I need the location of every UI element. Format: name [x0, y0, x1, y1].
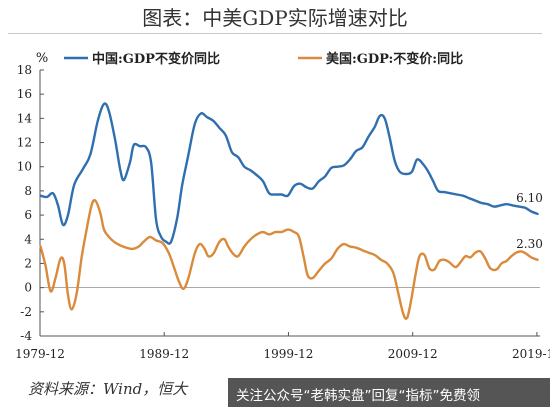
- chart-title: 图表：中美GDP实际增速对比: [142, 6, 408, 30]
- series-end-label: 2.30: [516, 237, 543, 251]
- x-tick-label: 2009-12: [388, 347, 438, 361]
- y-tick-label: 2: [24, 256, 32, 270]
- y-tick-label: 10: [17, 160, 32, 174]
- line-chart: -4 -2 0 2 4 6 8 10 12 14 16 18% 1979-12 1989-12 1999-1…: [15, 51, 550, 361]
- watermark-bar: [228, 378, 550, 407]
- series-line-1: [39, 198, 539, 320]
- series-end-label: 6.10: [516, 191, 543, 205]
- axes: -4 -2 0 2 4 6 8 10 12 14 16 18% 1979-12 1989-12 1999-1…: [15, 51, 550, 361]
- series-group: 6.10 2.30: [39, 102, 543, 320]
- y-tick-label: 16: [17, 87, 32, 101]
- y-tick-label: -4: [20, 329, 32, 343]
- y-tick-label: 4: [24, 232, 32, 246]
- x-tick-label: 1999-12: [264, 347, 314, 361]
- series-line-0: [39, 102, 539, 245]
- x-tick-label: 2019-12: [512, 347, 550, 361]
- y-axis-label: %: [36, 51, 48, 66]
- y-tick-label: 6: [24, 208, 32, 222]
- title-divider: [8, 33, 542, 34]
- x-tick-label: 1979-12: [15, 347, 65, 361]
- legend: 中国:GDP不变价同比 美国:GDP:不变价:同比: [64, 51, 463, 67]
- legend-label: 美国:GDP:不变价:同比: [326, 51, 463, 67]
- y-tick-label: 14: [17, 111, 33, 125]
- source-note: 资料来源：Wind，恒大: [28, 380, 188, 398]
- y-tick-label: 18: [17, 63, 32, 77]
- x-tick-label: 1989-12: [139, 347, 189, 361]
- watermark-text: 关注公众号“老韩实盘”回复“指标”免费领: [236, 388, 480, 404]
- y-tick-label: -2: [20, 305, 32, 319]
- y-tick-label: 0: [24, 281, 32, 295]
- y-tick-label: 8: [24, 184, 32, 198]
- y-tick-label: 12: [17, 136, 32, 150]
- legend-label: 中国:GDP不变价同比: [92, 51, 220, 67]
